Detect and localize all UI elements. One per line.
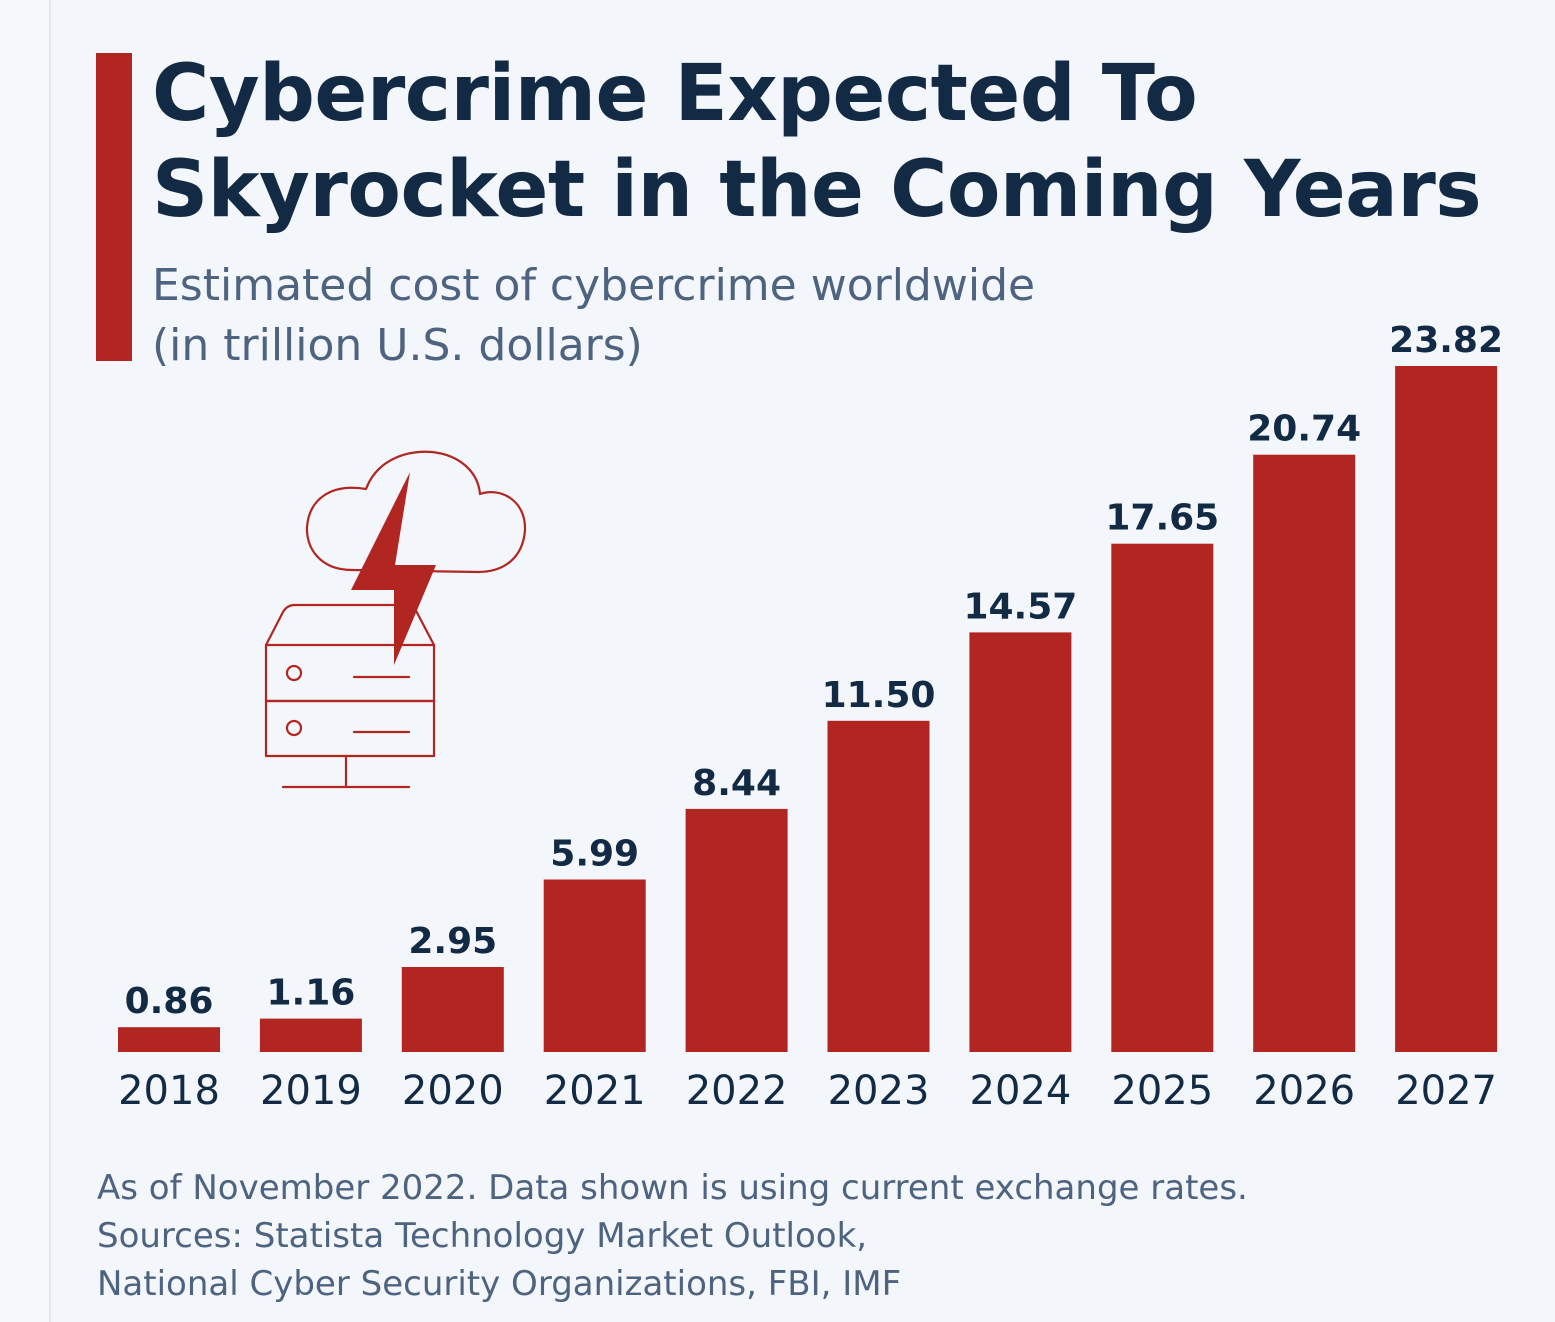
value-label-2018: 0.86 xyxy=(125,981,214,1022)
category-label-2024: 2024 xyxy=(970,1068,1072,1114)
cloud-icon xyxy=(305,450,527,574)
server-roof xyxy=(264,603,436,647)
bars-group xyxy=(118,366,1498,1052)
category-label-2019: 2019 xyxy=(260,1068,362,1114)
value-labels-group: 0.86 1.16 2.95 5.99 8.44 11.50 14.57 17.65 20.74… xyxy=(125,320,1503,1022)
bar-2024 xyxy=(969,632,1072,1052)
cloud-lightning-server-icon xyxy=(264,450,527,789)
value-label-2019: 1.16 xyxy=(266,973,355,1014)
category-label-2027: 2027 xyxy=(1395,1068,1497,1114)
bar-2022 xyxy=(685,808,788,1052)
server-led-top xyxy=(285,664,303,682)
bar-2027 xyxy=(1395,366,1498,1052)
category-labels-group: 2018 2019 2020 2021 2022 2023 2024 2025 2026 2027 xyxy=(118,1068,1497,1114)
bar-2023 xyxy=(827,720,930,1052)
bar-2018 xyxy=(118,1027,220,1052)
subtitle-line-1: Estimated cost of cybercrime worldwide xyxy=(152,260,1036,311)
title-accent-bar xyxy=(96,53,132,361)
value-label-2027: 23.82 xyxy=(1389,320,1503,361)
server-unit-top xyxy=(264,643,436,703)
value-label-2020: 2.95 xyxy=(408,921,497,962)
subtitle-line-2: (in trillion U.S. dollars) xyxy=(152,320,643,371)
value-label-2024: 14.57 xyxy=(963,586,1077,627)
bar-2025 xyxy=(1111,543,1214,1052)
category-label-2026: 2026 xyxy=(1253,1068,1355,1114)
value-label-2023: 11.50 xyxy=(822,675,936,716)
bar-2019 xyxy=(259,1018,362,1052)
bar-2021 xyxy=(543,879,646,1052)
title-line-1: Cybercrime Expected To xyxy=(152,49,1198,139)
category-label-2020: 2020 xyxy=(402,1068,504,1114)
value-label-2026: 20.74 xyxy=(1247,409,1361,450)
chart-title: Cybercrime Expected To Skyrocket in the … xyxy=(152,46,1552,238)
footnote-note: As of November 2022. Data shown is using… xyxy=(97,1168,1248,1208)
value-label-2022: 8.44 xyxy=(692,763,781,804)
server-unit-bottom xyxy=(264,699,436,758)
footnote-sources-line-2: National Cyber Security Organizations, F… xyxy=(97,1264,902,1304)
chart-subtitle: Estimated cost of cybercrime worldwide (… xyxy=(152,256,1252,376)
server-led-bottom xyxy=(285,719,303,737)
lightning-bolt-icon xyxy=(351,472,436,665)
category-label-2021: 2021 xyxy=(544,1068,646,1114)
category-label-2022: 2022 xyxy=(686,1068,788,1114)
value-label-2025: 17.65 xyxy=(1105,498,1219,539)
title-line-2: Skyrocket in the Coming Years xyxy=(152,145,1482,235)
bar-2026 xyxy=(1253,454,1356,1052)
footnote-sources-line-1: Sources: Statista Technology Market Outl… xyxy=(97,1216,868,1256)
category-label-2025: 2025 xyxy=(1111,1068,1213,1114)
left-page-strip xyxy=(0,0,51,1322)
category-label-2023: 2023 xyxy=(828,1068,930,1114)
category-label-2018: 2018 xyxy=(118,1068,220,1114)
bar-2020 xyxy=(401,967,504,1052)
chart-footnote: As of November 2022. Data shown is using… xyxy=(97,1164,1397,1308)
value-label-2021: 5.99 xyxy=(550,834,639,875)
